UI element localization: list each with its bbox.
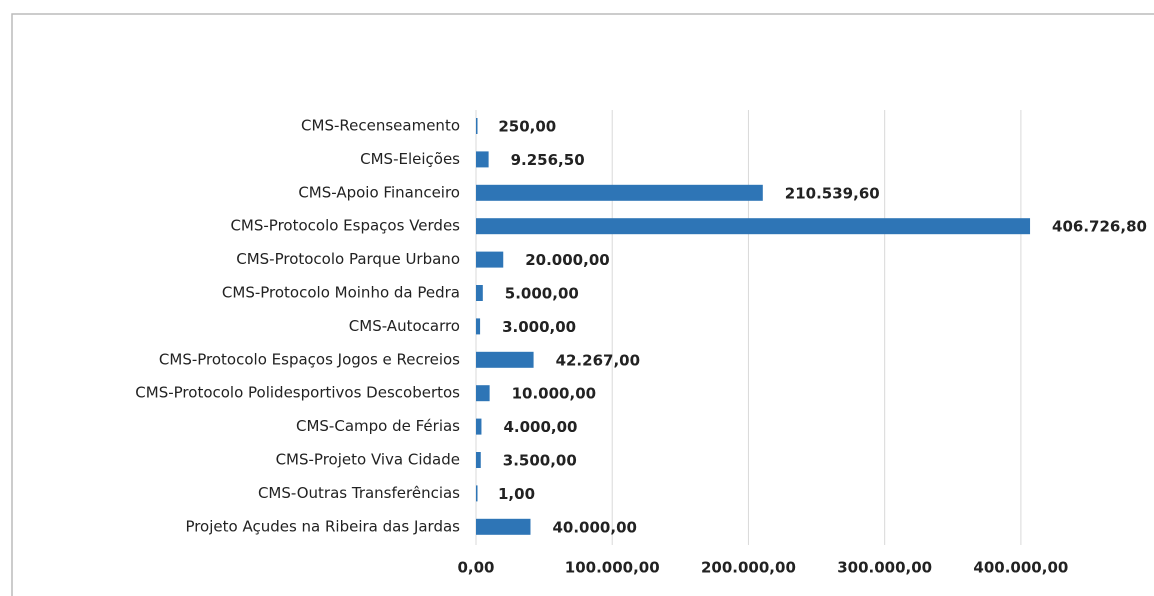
- bar: [476, 452, 481, 468]
- value-label: 250,00: [498, 118, 556, 136]
- y-tick-label: CMS-Apoio Financeiro: [298, 183, 460, 201]
- y-tick-label: CMS-Projeto Viva Cidade: [276, 451, 460, 469]
- bar: [476, 151, 489, 168]
- x-tick-label: 200.000,00: [701, 559, 796, 577]
- frame: [11, 13, 1154, 596]
- bar: [476, 118, 478, 134]
- y-tick-label: CMS-Protocolo Espaços Jogos e Recreios: [159, 350, 460, 368]
- y-tick-label: CMS-Protocolo Espaços Verdes: [230, 217, 460, 235]
- x-tick-label: 0,00: [457, 559, 494, 577]
- value-label: 42.267,00: [556, 351, 640, 369]
- value-label: 5.000,00: [505, 285, 579, 303]
- y-tick-label: CMS-Protocolo Parque Urbano: [236, 250, 460, 268]
- value-label: 20.000,00: [525, 251, 609, 269]
- value-label: 406.726,80: [1052, 218, 1147, 236]
- bar: [476, 518, 531, 535]
- y-tick-label: CMS-Autocarro: [349, 317, 460, 335]
- value-label: 10.000,00: [512, 385, 596, 403]
- y-tick-label: CMS-Eleições: [360, 150, 460, 168]
- value-label: 4.000,00: [503, 418, 577, 436]
- value-label: 1,00: [498, 485, 535, 503]
- value-label: 3.000,00: [502, 318, 576, 336]
- y-tick-label: Projeto Açudes na Ribeira das Jardas: [185, 517, 460, 535]
- y-tick-label: CMS-Protocolo Polidesportivos Descoberto…: [135, 384, 460, 402]
- bar: [476, 251, 504, 268]
- bar: [476, 218, 1031, 235]
- value-label: 210.539,60: [785, 184, 880, 202]
- x-tick-label: 100.000,00: [565, 559, 660, 577]
- bar: [476, 285, 483, 301]
- bar: [476, 184, 763, 201]
- bar: [476, 418, 482, 435]
- bar: [476, 318, 481, 335]
- value-label: 9.256,50: [511, 151, 585, 169]
- y-tick-label: CMS-Campo de Férias: [296, 417, 460, 435]
- bar: [476, 385, 490, 402]
- value-label: 40.000,00: [552, 518, 636, 536]
- y-tick-label: CMS-Recenseamento: [301, 117, 460, 135]
- bar: [476, 485, 478, 502]
- x-tick-label: 400.000,00: [973, 559, 1068, 577]
- value-label: 3.500,00: [503, 452, 577, 470]
- bar: [476, 351, 534, 368]
- y-tick-label: CMS-Outras Transferências: [258, 484, 460, 502]
- y-tick-label: CMS-Protocolo Moinho da Pedra: [222, 284, 460, 302]
- x-tick-label: 300.000,00: [837, 559, 932, 577]
